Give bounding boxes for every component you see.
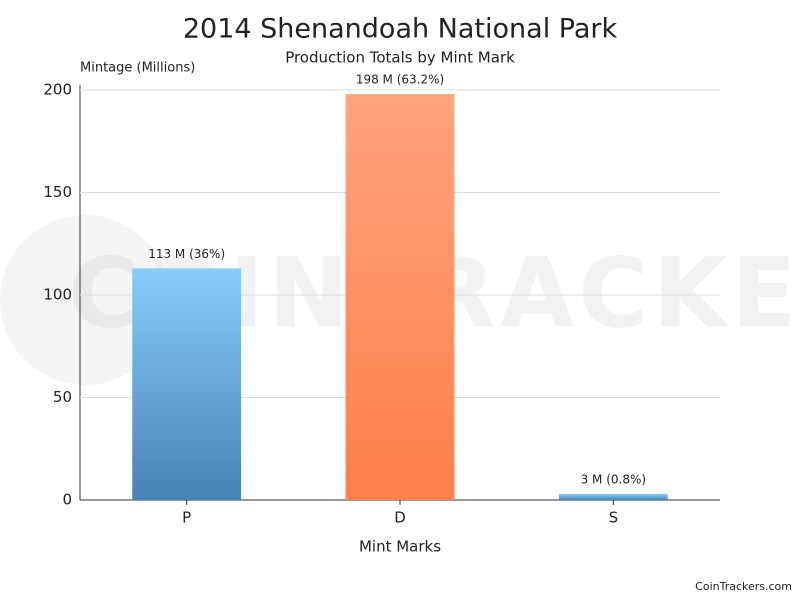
chart-title: 2014 Shenandoah National Park xyxy=(183,14,618,45)
bar xyxy=(132,268,241,500)
x-tick-label: P xyxy=(182,509,191,527)
credit: CoinTrackers.com xyxy=(695,580,792,593)
y-tick-label: 150 xyxy=(43,183,72,201)
bar xyxy=(559,494,668,500)
data-label: 3 M (0.8%) xyxy=(581,472,646,486)
y-axis-label: Mintage (Millions) xyxy=(80,61,195,76)
data-label: 113 M (36%) xyxy=(148,247,225,261)
data-label: 198 M (63.2%) xyxy=(356,73,444,87)
y-tick-label: 0 xyxy=(62,491,72,509)
x-tick-label: D xyxy=(394,509,406,527)
chart-subtitle: Production Totals by Mint Mark xyxy=(285,49,515,67)
x-axis-label: Mint Marks xyxy=(359,538,441,556)
y-tick-label: 200 xyxy=(43,81,72,99)
y-tick-label: 50 xyxy=(53,388,72,406)
bar xyxy=(346,94,455,500)
x-tick-label: S xyxy=(609,509,619,527)
y-tick-label: 100 xyxy=(43,286,72,304)
